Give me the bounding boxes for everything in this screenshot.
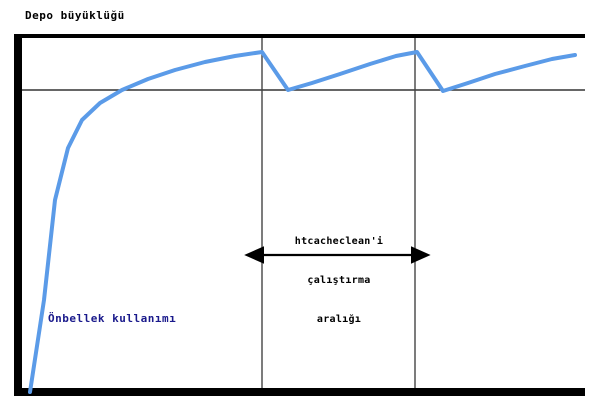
y-axis-title: Depo büyüklüğü bbox=[25, 9, 125, 22]
interval-annotation-line-2: çalıştırma bbox=[307, 275, 371, 286]
interval-annotation-line-1: htcacheclean'i bbox=[294, 236, 384, 247]
series-label-cache-usage: Önbellek kullanımı bbox=[48, 312, 177, 325]
interval-annotation: htcacheclean'i çalıştırma aralığı bbox=[262, 209, 416, 352]
cache-usage-curve bbox=[28, 50, 577, 394]
interval-annotation-line-3: aralığı bbox=[316, 314, 362, 325]
